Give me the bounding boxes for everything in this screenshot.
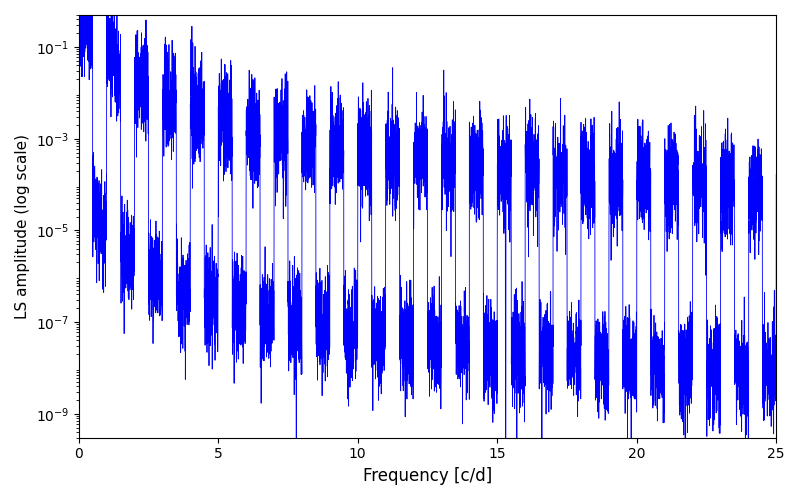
Y-axis label: LS amplitude (log scale): LS amplitude (log scale) — [15, 134, 30, 319]
X-axis label: Frequency [c/d]: Frequency [c/d] — [363, 467, 492, 485]
